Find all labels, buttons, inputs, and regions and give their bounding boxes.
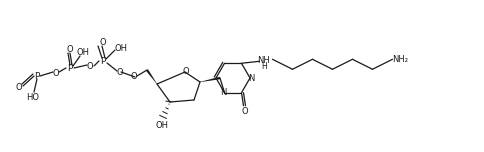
- Text: O: O: [15, 83, 22, 92]
- Polygon shape: [146, 69, 157, 84]
- Text: O: O: [182, 67, 189, 76]
- Text: P: P: [100, 57, 106, 66]
- Text: O: O: [130, 71, 137, 81]
- Text: N: N: [247, 74, 254, 83]
- Text: O: O: [53, 69, 59, 78]
- Text: NH: NH: [257, 56, 269, 65]
- Text: NH₂: NH₂: [392, 55, 408, 64]
- Text: O: O: [241, 107, 247, 116]
- Text: OH: OH: [76, 48, 90, 57]
- Text: N: N: [220, 88, 226, 97]
- Text: OH: OH: [114, 43, 127, 52]
- Text: P: P: [67, 64, 73, 73]
- Polygon shape: [199, 77, 220, 82]
- Text: H: H: [261, 62, 267, 71]
- Text: OH: OH: [155, 121, 168, 131]
- Text: O: O: [117, 67, 123, 76]
- Text: HO: HO: [27, 93, 39, 102]
- Text: O: O: [66, 45, 73, 54]
- Text: O: O: [100, 38, 106, 47]
- Text: O: O: [87, 62, 93, 71]
- Text: P: P: [34, 71, 40, 81]
